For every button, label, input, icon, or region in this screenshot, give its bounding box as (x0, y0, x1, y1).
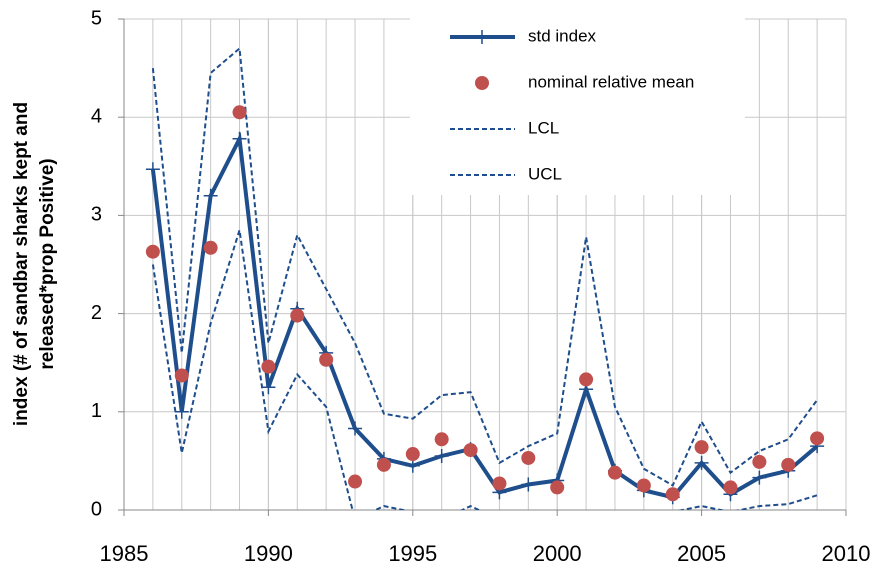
x-tick-label: 2005 (677, 541, 726, 566)
x-tick-label: 1985 (100, 541, 149, 566)
point (694, 440, 709, 455)
point-marker (203, 188, 218, 203)
y-tick-label: 4 (91, 105, 102, 127)
point (607, 465, 622, 480)
x-tick-label: 1990 (244, 541, 293, 566)
point (145, 244, 160, 259)
point (550, 480, 565, 495)
point-marker (694, 455, 709, 470)
point-marker (348, 421, 363, 436)
point (665, 487, 680, 502)
point (261, 359, 276, 374)
x-tick-label: 2000 (533, 541, 582, 566)
x-tick-label: 2010 (822, 541, 871, 566)
point (174, 368, 189, 383)
point-marker (232, 131, 247, 146)
point (232, 105, 247, 120)
point (752, 454, 767, 469)
point (521, 450, 536, 465)
x-tick-label: 1995 (388, 541, 437, 566)
series-line (151, 229, 818, 510)
legend-box (410, 10, 745, 195)
point-marker (174, 404, 189, 419)
point (579, 372, 594, 387)
point (463, 443, 478, 458)
series-line (150, 131, 819, 500)
point (405, 447, 420, 462)
point-marker (752, 470, 767, 485)
point (636, 478, 651, 493)
y-tick-label: 0 (91, 498, 102, 520)
legend-label: LCL (528, 118, 559, 137)
point-marker (145, 162, 160, 177)
point (492, 476, 507, 491)
point (290, 308, 305, 323)
point (723, 480, 738, 495)
point (434, 432, 449, 447)
plot-area (145, 46, 825, 510)
y-tick-label: 2 (91, 302, 102, 324)
point (376, 457, 391, 472)
point-marker (261, 380, 276, 395)
y-axis-label: released*prop Positive) (37, 158, 58, 369)
legend-label: nominal relative mean (528, 72, 694, 91)
y-tick-label: 1 (91, 400, 102, 422)
legend-label: std index (528, 26, 597, 45)
y-tick-label: 3 (91, 204, 102, 226)
series-line (151, 46, 818, 487)
point (319, 352, 334, 367)
point-marker (434, 448, 449, 463)
point-marker (405, 458, 420, 473)
point (348, 474, 363, 489)
legend-swatch (475, 30, 489, 44)
legend-label: UCL (528, 164, 562, 183)
point-marker (521, 477, 536, 492)
point (810, 431, 825, 446)
point (781, 457, 796, 472)
y-tick-label: 5 (91, 7, 102, 29)
y-axis-label: index (# of sandbar sharks kept and (11, 102, 32, 426)
legend-swatch (475, 76, 489, 90)
point (203, 240, 218, 255)
